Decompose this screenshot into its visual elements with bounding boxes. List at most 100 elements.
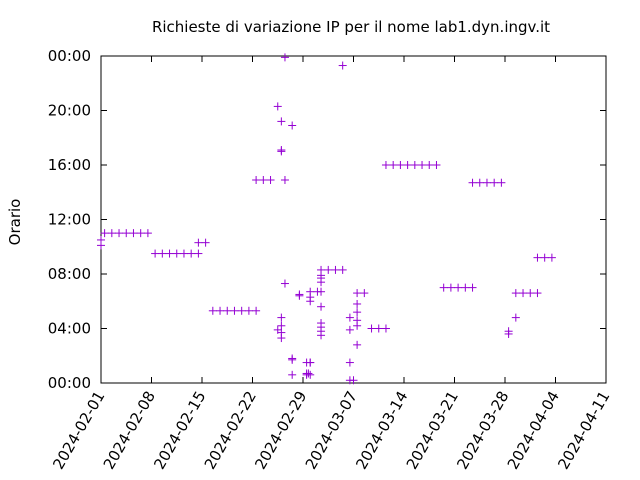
data-point	[143, 229, 152, 238]
data-point	[446, 283, 455, 292]
data-point	[511, 313, 520, 322]
x-tick-label: 2024-02-15	[150, 388, 209, 473]
data-point	[201, 238, 210, 247]
plot-frame	[100, 55, 607, 384]
x-tick-label: 2024-03-14	[352, 388, 411, 473]
data-point	[381, 324, 390, 333]
data-point	[468, 283, 477, 292]
data-point	[252, 306, 261, 315]
data-point	[237, 306, 246, 315]
data-point	[349, 376, 358, 385]
data-point	[533, 253, 542, 262]
data-point	[345, 313, 354, 322]
y-tick-label: 08:00	[48, 265, 91, 283]
data-point	[324, 265, 333, 274]
data-point	[519, 289, 528, 298]
data-point	[158, 249, 167, 258]
data-point	[273, 102, 282, 111]
data-point	[345, 358, 354, 367]
data-point	[244, 306, 253, 315]
data-point	[277, 147, 286, 156]
data-point	[454, 283, 463, 292]
data-point	[280, 279, 289, 288]
data-point	[317, 287, 326, 296]
y-tick-label: 16:00	[48, 156, 91, 174]
data-point	[194, 249, 203, 258]
data-point	[208, 306, 217, 315]
data-point	[353, 321, 362, 330]
data-point	[223, 306, 232, 315]
data-point	[216, 306, 225, 315]
data-point	[374, 324, 383, 333]
data-point	[280, 175, 289, 184]
data-point	[533, 289, 542, 298]
y-axis-label: Orario	[6, 199, 24, 246]
chart-title: Richieste di variazione IP per il nome l…	[152, 18, 550, 36]
data-point	[497, 178, 506, 187]
data-point	[511, 289, 520, 298]
data-point	[288, 370, 297, 379]
data-point	[277, 321, 286, 330]
data-point	[277, 334, 286, 343]
data-point	[288, 121, 297, 130]
data-point	[540, 253, 549, 262]
data-point	[468, 178, 477, 187]
data-point	[425, 161, 434, 169]
data-point	[280, 53, 289, 62]
y-tick-label: 12:00	[48, 211, 91, 229]
x-tick-label: 2024-03-21	[403, 388, 462, 473]
data-point	[439, 283, 448, 292]
data-point	[461, 283, 470, 292]
x-tick-label: 2024-02-08	[100, 388, 159, 473]
data-point	[129, 229, 138, 238]
x-tick-label: 2024-04-11	[554, 388, 613, 473]
data-point	[482, 178, 491, 187]
data-point	[475, 178, 484, 187]
x-tick-label: 2024-04-04	[504, 388, 563, 473]
data-point	[403, 161, 412, 169]
data-point	[107, 229, 116, 238]
data-points	[97, 53, 556, 385]
data-point	[288, 355, 297, 364]
x-tick-label: 2024-02-22	[201, 388, 260, 473]
data-point	[345, 325, 354, 334]
data-point	[151, 249, 160, 258]
data-point	[317, 331, 326, 340]
data-point	[306, 370, 315, 379]
data-point	[304, 369, 313, 378]
data-point	[266, 175, 275, 184]
data-point	[418, 161, 427, 169]
y-tick-label: 20:00	[48, 102, 91, 120]
data-point	[277, 313, 286, 322]
plot-area	[100, 55, 607, 384]
data-point	[490, 178, 499, 187]
x-axis: 2024-02-012024-02-082024-02-152024-02-22…	[49, 56, 613, 473]
y-tick-label: 00:00	[48, 374, 91, 392]
y-tick-label: 04:00	[48, 320, 91, 338]
data-point	[367, 324, 376, 333]
data-point	[504, 329, 513, 338]
data-point	[306, 297, 315, 306]
y-tick-label: 00:00	[48, 47, 91, 65]
data-point	[277, 117, 286, 126]
data-point	[194, 238, 203, 247]
data-point	[165, 249, 174, 258]
data-point	[396, 161, 405, 169]
data-point	[353, 308, 362, 317]
x-tick-label: 2024-02-29	[251, 388, 310, 473]
data-point	[259, 175, 268, 184]
data-point	[295, 291, 304, 300]
data-point	[187, 249, 196, 258]
data-point	[122, 229, 131, 238]
x-tick-label: 2024-03-07	[302, 388, 361, 473]
data-point	[526, 289, 535, 298]
data-point	[306, 358, 315, 367]
data-point	[317, 278, 326, 287]
data-point	[136, 229, 145, 238]
data-point	[338, 61, 347, 70]
data-point	[338, 265, 347, 274]
data-point	[353, 289, 362, 298]
data-point	[432, 161, 441, 169]
data-point	[115, 229, 124, 238]
